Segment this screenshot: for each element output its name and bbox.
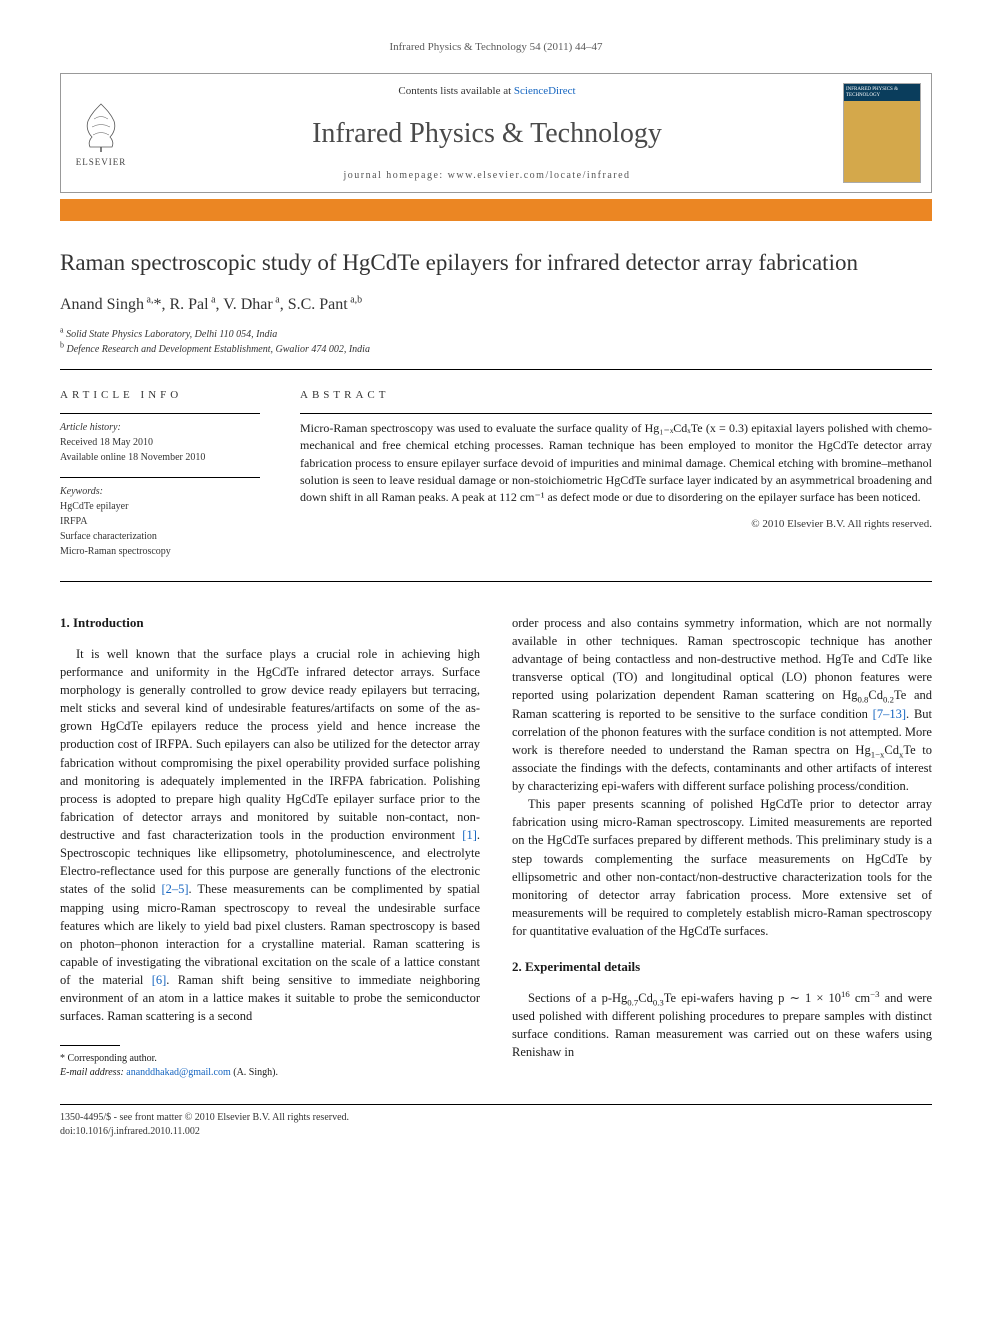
keyword-2: IRFPA: [60, 514, 260, 529]
journal-homepage: journal homepage: www.elsevier.com/locat…: [151, 169, 823, 183]
affiliation-a: a Solid State Physics Laboratory, Delhi …: [60, 327, 932, 342]
elsevier-tree-icon: [76, 99, 126, 154]
intro-paragraph-2: order process and also contains symmetry…: [512, 614, 932, 795]
journal-title: Infrared Physics & Technology: [151, 114, 823, 153]
abstract-column: ABSTRACT Micro-Raman spectroscopy was us…: [300, 388, 932, 571]
journal-cover-thumbnail: INFRARED PHYSICS & TECHNOLOGY: [843, 83, 921, 183]
abstract-heading: ABSTRACT: [300, 388, 932, 403]
orange-divider-bar: [60, 199, 932, 221]
abstract-copyright: © 2010 Elsevier B.V. All rights reserved…: [300, 517, 932, 532]
elsevier-logo: ELSEVIER: [61, 74, 141, 192]
ref-1[interactable]: [1]: [462, 828, 477, 842]
author-1: Anand Singh: [60, 296, 144, 313]
article-info-column: ARTICLE INFO Article history: Received 1…: [60, 388, 260, 571]
affiliation-b: b Defence Research and Development Estab…: [60, 342, 932, 357]
author-3-affil: a: [273, 295, 280, 306]
footnote-separator: [60, 1045, 120, 1046]
header-center: Contents lists available at ScienceDirec…: [141, 74, 833, 193]
author-3: V. Dhar: [223, 296, 272, 313]
body-columns: 1. Introduction It is well known that th…: [60, 614, 932, 1080]
article-title: Raman spectroscopic study of HgCdTe epil…: [60, 249, 932, 278]
rule-bottom: [60, 581, 932, 582]
ref-2-5[interactable]: [2–5]: [161, 882, 188, 896]
corresponding-asterisk: *: [153, 296, 161, 313]
authors-list: Anand Singh a,*, R. Pal a, V. Dhar a, S.…: [60, 294, 932, 316]
contents-prefix: Contents lists available at: [398, 85, 513, 97]
elsevier-text: ELSEVIER: [76, 156, 127, 169]
keyword-1: HgCdTe epilayer: [60, 499, 260, 514]
homepage-prefix: journal homepage:: [343, 170, 447, 181]
section-1-heading: 1. Introduction: [60, 614, 480, 633]
abstract-text: Micro-Raman spectroscopy was used to eva…: [300, 413, 932, 507]
author-4: S.C. Pant: [288, 296, 348, 313]
author-4-affil: a,b: [348, 295, 362, 306]
keywords-label: Keywords:: [60, 484, 260, 499]
column-left: 1. Introduction It is well known that th…: [60, 614, 480, 1080]
rule-top: [60, 369, 932, 370]
front-matter: 1350-4495/$ - see front matter © 2010 El…: [60, 1111, 349, 1125]
ref-6[interactable]: [6]: [152, 973, 167, 987]
cover-body: [844, 101, 920, 109]
article-history-block: Article history: Received 18 May 2010 Av…: [60, 413, 260, 465]
email-label: E-mail address:: [60, 1067, 124, 1078]
keyword-4: Micro-Raman spectroscopy: [60, 544, 260, 559]
email-suffix: (A. Singh).: [233, 1067, 278, 1078]
intro-paragraph-1: It is well known that the surface plays …: [60, 645, 480, 1026]
journal-reference: Infrared Physics & Technology 54 (2011) …: [60, 40, 932, 55]
column-right: order process and also contains symmetry…: [512, 614, 932, 1080]
footer-left: 1350-4495/$ - see front matter © 2010 El…: [60, 1111, 349, 1139]
experimental-paragraph-1: Sections of a p-Hg0.7Cd0.3Te epi-wafers …: [512, 989, 932, 1062]
section-2-heading: 2. Experimental details: [512, 958, 932, 977]
author-2: R. Pal: [169, 296, 208, 313]
info-abstract-row: ARTICLE INFO Article history: Received 1…: [60, 388, 932, 571]
author-2-affil: a: [209, 295, 216, 306]
ref-7-13[interactable]: [7–13]: [873, 707, 906, 721]
cover-header: INFRARED PHYSICS & TECHNOLOGY: [844, 84, 920, 101]
keywords-block: Keywords: HgCdTe epilayer IRFPA Surface …: [60, 477, 260, 559]
online-date: Available online 18 November 2010: [60, 450, 260, 465]
contents-available: Contents lists available at ScienceDirec…: [151, 84, 823, 99]
corresponding-author-footnote: * Corresponding author. E-mail address: …: [60, 1052, 480, 1080]
journal-header-box: ELSEVIER Contents lists available at Sci…: [60, 73, 932, 193]
corresponding-label: * Corresponding author.: [60, 1052, 480, 1066]
doi: doi:10.1016/j.infrared.2010.11.002: [60, 1125, 349, 1139]
email-line: E-mail address: ananddhakad@gmail.com (A…: [60, 1066, 480, 1080]
history-label: Article history:: [60, 420, 260, 435]
page-footer: 1350-4495/$ - see front matter © 2010 El…: [60, 1104, 932, 1139]
article-info-heading: ARTICLE INFO: [60, 388, 260, 403]
intro-paragraph-3: This paper presents scanning of polished…: [512, 795, 932, 940]
received-date: Received 18 May 2010: [60, 435, 260, 450]
affiliations: a Solid State Physics Laboratory, Delhi …: [60, 327, 932, 357]
homepage-url: www.elsevier.com/locate/infrared: [448, 170, 631, 181]
keyword-3: Surface characterization: [60, 529, 260, 544]
sciencedirect-link[interactable]: ScienceDirect: [514, 85, 576, 97]
author-email-link[interactable]: ananddhakad@gmail.com: [126, 1067, 230, 1078]
